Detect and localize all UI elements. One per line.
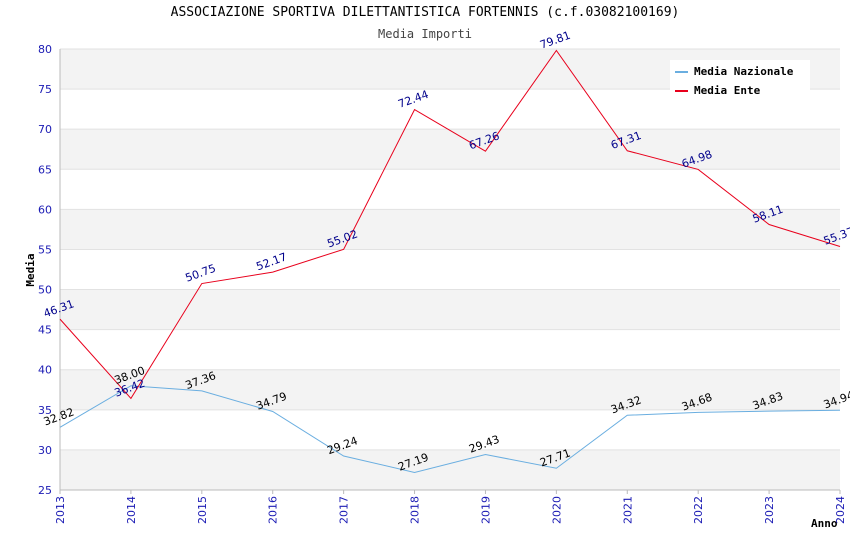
data-label: 79.81 (538, 29, 572, 52)
x-tick-label: 2016 (267, 496, 280, 524)
y-tick-labels: 25 30 35 40 45 50 55 60 65 70 75 80 (38, 43, 52, 497)
grid-band (60, 209, 840, 250)
chart-subtitle: Media Importi (378, 27, 472, 41)
x-tick-label: 2015 (196, 496, 209, 524)
x-tick-label: 2017 (338, 496, 351, 524)
x-tick-label: 2022 (692, 496, 705, 524)
x-tick-label: 2024 (834, 496, 847, 524)
y-tick-label: 65 (38, 163, 52, 176)
y-tick-label: 45 (38, 324, 52, 337)
x-tick-label: 2018 (409, 496, 422, 524)
data-label: 52.17 (255, 250, 289, 273)
legend-box (670, 60, 810, 102)
grid-bands (60, 49, 840, 490)
series-lines (59, 49, 841, 473)
x-tick-labels: 2013 2014 2015 2016 2017 2018 2019 2020 2021 2022… (54, 490, 847, 524)
y-tick-label: 40 (38, 364, 52, 377)
y-tick-label: 55 (38, 243, 52, 256)
y-tick-label: 75 (38, 83, 52, 96)
grid-band (60, 449, 840, 490)
grid-band (60, 369, 840, 410)
grid-band (60, 129, 840, 170)
data-label: 72.44 (396, 88, 430, 111)
chart-title: ASSOCIAZIONE SPORTIVA DILETTANTISTICA FO… (170, 5, 680, 20)
legend-label-media-ente: Media Ente (694, 84, 761, 97)
x-tick-label: 2023 (763, 496, 776, 524)
x-tick-label: 2021 (621, 496, 634, 524)
legend: Media Nazionale Media Ente (670, 60, 810, 102)
y-axis-title: Media (24, 253, 37, 286)
y-tick-label: 30 (38, 444, 52, 457)
x-tick-label: 2014 (125, 496, 138, 524)
y-tick-label: 50 (38, 284, 52, 297)
series-line-media-ente (59, 49, 841, 400)
x-tick-label: 2019 (479, 496, 492, 524)
grid-lines (60, 48, 840, 491)
data-label: 50.75 (184, 262, 218, 285)
x-axis-title: Anno (811, 517, 838, 530)
y-tick-label: 35 (38, 404, 52, 417)
y-tick-label: 70 (38, 123, 52, 136)
x-tick-label: 2013 (54, 496, 67, 524)
y-tick-label: 25 (38, 484, 52, 497)
grid-band (60, 289, 840, 330)
y-tick-label: 80 (38, 43, 52, 56)
x-tick-label: 2020 (550, 496, 563, 524)
y-tick-label: 60 (38, 203, 52, 216)
series-line-media-nazionale (59, 385, 841, 473)
legend-label-media-nazionale: Media Nazionale (694, 65, 794, 78)
